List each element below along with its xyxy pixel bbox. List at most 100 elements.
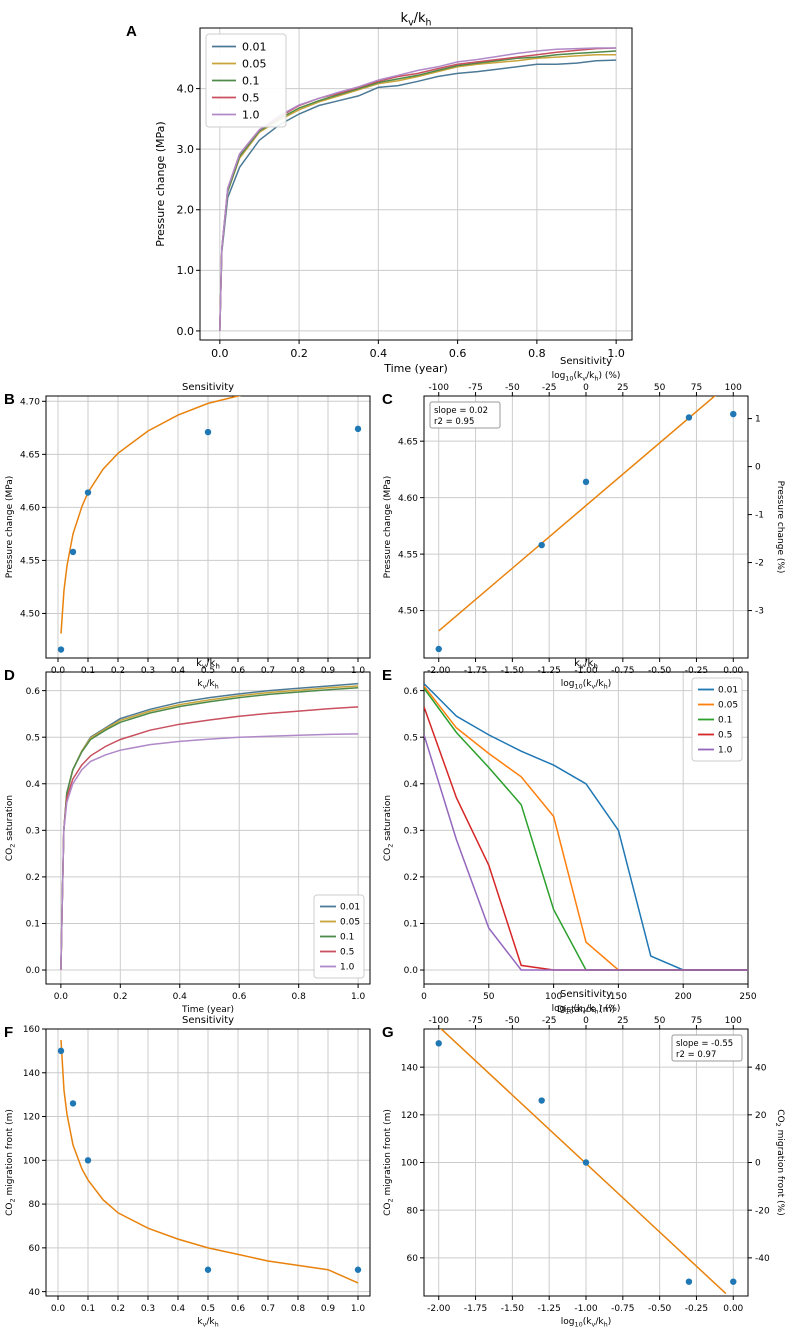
x-tick-label: -0.75	[611, 1304, 634, 1314]
right-y-axis-label: Pressure change (%)	[775, 481, 785, 574]
y-axis-label: CO2 migration front (m)	[5, 1109, 16, 1216]
legend-label-1.0: 1.0	[340, 963, 355, 973]
x-tick-label: 0.1	[81, 1304, 95, 1314]
x-tick-label: 100	[545, 992, 562, 1002]
y-tick-label: 0.0	[177, 325, 195, 338]
fit-line	[60, 396, 242, 634]
legend-label-0.01: 0.01	[718, 686, 738, 696]
x-tick-label: 0.2	[111, 666, 125, 676]
y-tick-label: 2.0	[177, 204, 195, 217]
x-tick-label: 0.4	[171, 1304, 186, 1314]
chart-f: F 0.0 0.1 0.2 0.3 0.4 0.5 0.6 0.7 0.8 0.9 1.0 40 60 80…	[4, 1015, 371, 1328]
y-tick-label: 0.5	[404, 733, 418, 743]
data-point	[435, 1040, 442, 1047]
x-tick-label: -1.00	[574, 1304, 598, 1314]
chart-title: Sensitivity	[560, 989, 612, 1000]
plot-frame	[423, 671, 749, 985]
x-tick-label: 250	[739, 992, 756, 1002]
plot-frame	[199, 27, 633, 341]
x-tick-label: 0.0	[51, 666, 66, 676]
data-point	[57, 1047, 65, 1055]
r2-label: r2 = 0.95	[434, 417, 474, 427]
panel-letter-f: F	[4, 1024, 13, 1041]
right-y-tick-label: 1	[755, 415, 761, 425]
y-tick-label: 0.3	[404, 826, 418, 836]
y-tick-label: 4.55	[20, 557, 40, 567]
x-tick-label: 0	[421, 992, 427, 1002]
x-tick-label: 1.0	[351, 1304, 366, 1314]
y-tick-label: 0.6	[26, 687, 41, 697]
x-tick-label: 0.4	[173, 992, 188, 1002]
x-tick-label: 0.4	[370, 347, 388, 360]
x-tick-label: 1.0	[607, 347, 625, 360]
x-tick-label: 0.8	[291, 1304, 306, 1314]
right-y-tick-label: -40	[755, 1254, 770, 1264]
right-y-tick-label: -1	[755, 511, 764, 521]
legend-label-0.1: 0.1	[718, 716, 732, 726]
y-tick-label: 80	[29, 1200, 41, 1210]
x-tick-label: -0.25	[685, 666, 708, 676]
r2-label: r2 = 0.97	[676, 1050, 716, 1060]
grid	[46, 396, 370, 658]
annotation-box	[671, 1034, 743, 1062]
top-x-tick-label: -75	[468, 383, 483, 393]
top-x-tick-label: -25	[542, 1016, 557, 1026]
legend: 0.01 0.05 0.1 0.5 1.0	[205, 33, 287, 128]
data-point	[685, 1278, 693, 1285]
y-tick-label: 0.4	[404, 780, 419, 790]
data-point	[730, 1278, 737, 1285]
top-x-tick-label: 0	[583, 383, 589, 393]
legend-label-0.05: 0.05	[718, 701, 738, 711]
top-x-tick-label: 0	[583, 1016, 589, 1026]
right-y-tick-label: -2	[755, 559, 764, 569]
y-tick-label: 120	[23, 1113, 40, 1123]
x-tick-label: -1.50	[501, 1304, 525, 1314]
panel-letter-c: C	[382, 391, 393, 408]
x-tick-label: 150	[610, 992, 627, 1002]
chart-b: B 0.0 0.1 0.2 0.3 0.4 0.5 0.6 0.7 0.8 0.9 1.0 4.50 4.…	[4, 382, 371, 690]
panel-letter-e: E	[382, 667, 392, 684]
y-tick-label: 140	[23, 1069, 40, 1079]
data-point	[538, 541, 545, 549]
y-tick-label: 0.1	[404, 920, 418, 930]
top-x-tick-label: -50	[505, 1016, 520, 1026]
series-line-1.0	[60, 733, 359, 971]
top-x-tick-label: -100	[429, 1016, 450, 1026]
top-x-tick-label: -50	[505, 383, 520, 393]
y-axis-label: CO2 migration front (m)	[383, 1109, 394, 1216]
legend-label-1.0: 1.0	[718, 746, 733, 756]
data-point	[84, 489, 92, 496]
panel-letter-a: A	[126, 23, 137, 40]
x-axis-label: log10(kv/kh)	[561, 1317, 611, 1328]
x-axis-label: log10(kv/kh)	[561, 679, 611, 690]
x-tick-label: 0.8	[291, 666, 306, 676]
y-tick-label: 160	[23, 1025, 40, 1035]
top-x-axis-label: log10(kv/kh) (%)	[552, 371, 621, 382]
y-tick-label: 4.55	[398, 550, 418, 560]
x-tick-label: 0.9	[321, 1304, 336, 1314]
y-tick-label: 0.1	[26, 920, 40, 930]
data-point	[582, 1159, 590, 1166]
legend-box	[691, 677, 743, 762]
chart-title: kv/kh	[401, 11, 432, 28]
panel-letter-b: B	[4, 391, 15, 408]
y-tick-label: 1.0	[177, 264, 195, 277]
x-tick-label: 0.7	[261, 666, 275, 676]
top-x-tick-label: 25	[617, 383, 628, 393]
data-point	[69, 1100, 77, 1107]
x-axis-label: Distance (m)	[557, 1005, 615, 1015]
x-tick-label: 0.00	[723, 666, 743, 676]
right-y-axis-label: CO2 migration front (%)	[774, 1109, 785, 1216]
fit-line	[438, 396, 716, 632]
x-tick-label: 0.4	[171, 666, 186, 676]
data-point	[685, 414, 693, 421]
legend-label-0.5: 0.5	[242, 91, 260, 104]
chart-title: kv/kh	[196, 658, 220, 671]
grid	[424, 396, 748, 658]
x-tick-label: 0.0	[54, 992, 69, 1002]
y-tick-label: 0.5	[26, 733, 40, 743]
top-x-tick-label: 100	[725, 383, 742, 393]
x-axis-label: kv/kh	[197, 1317, 218, 1328]
